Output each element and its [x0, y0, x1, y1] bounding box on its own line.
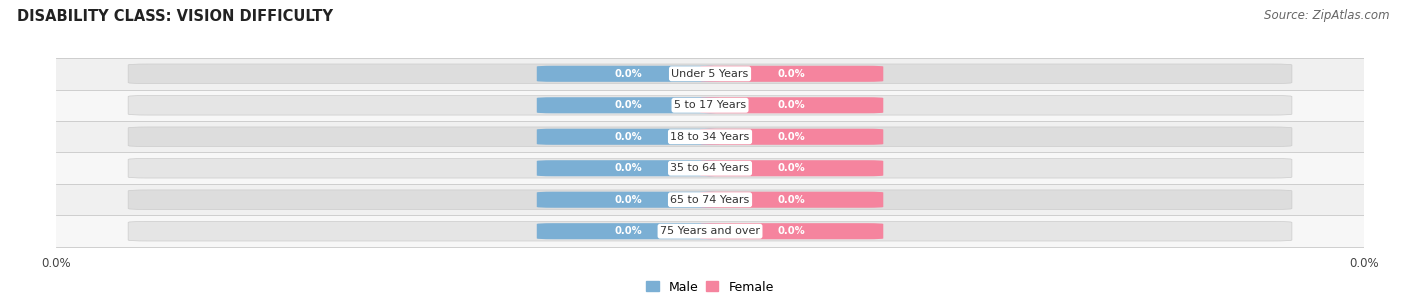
Bar — [56, 58, 1364, 90]
FancyBboxPatch shape — [700, 192, 883, 208]
FancyBboxPatch shape — [128, 221, 1292, 241]
FancyBboxPatch shape — [128, 127, 1292, 146]
FancyBboxPatch shape — [537, 129, 720, 145]
Text: 0.0%: 0.0% — [778, 163, 806, 173]
Text: Under 5 Years: Under 5 Years — [672, 69, 748, 79]
Text: 0.0%: 0.0% — [614, 195, 643, 205]
FancyBboxPatch shape — [128, 190, 1292, 210]
Text: 0.0%: 0.0% — [778, 195, 806, 205]
Text: 0.0%: 0.0% — [614, 226, 643, 236]
FancyBboxPatch shape — [128, 64, 1292, 84]
FancyBboxPatch shape — [537, 223, 720, 239]
Text: 0.0%: 0.0% — [778, 226, 806, 236]
Bar — [56, 121, 1364, 152]
FancyBboxPatch shape — [537, 160, 720, 176]
FancyBboxPatch shape — [700, 97, 883, 113]
Text: 65 to 74 Years: 65 to 74 Years — [671, 195, 749, 205]
FancyBboxPatch shape — [700, 223, 883, 239]
FancyBboxPatch shape — [700, 66, 883, 82]
FancyBboxPatch shape — [700, 160, 883, 176]
FancyBboxPatch shape — [700, 129, 883, 145]
Text: 0.0%: 0.0% — [778, 69, 806, 79]
FancyBboxPatch shape — [537, 192, 720, 208]
Legend: Male, Female: Male, Female — [641, 275, 779, 299]
Text: 0.0%: 0.0% — [614, 132, 643, 142]
Text: 35 to 64 Years: 35 to 64 Years — [671, 163, 749, 173]
Text: 75 Years and over: 75 Years and over — [659, 226, 761, 236]
Bar — [56, 152, 1364, 184]
Text: 0.0%: 0.0% — [614, 69, 643, 79]
FancyBboxPatch shape — [537, 66, 720, 82]
Text: 18 to 34 Years: 18 to 34 Years — [671, 132, 749, 142]
Text: 0.0%: 0.0% — [778, 132, 806, 142]
FancyBboxPatch shape — [537, 97, 720, 113]
Bar — [56, 184, 1364, 215]
Text: 5 to 17 Years: 5 to 17 Years — [673, 100, 747, 110]
Text: DISABILITY CLASS: VISION DIFFICULTY: DISABILITY CLASS: VISION DIFFICULTY — [17, 9, 333, 24]
Bar — [56, 215, 1364, 247]
Text: 0.0%: 0.0% — [614, 100, 643, 110]
Text: Source: ZipAtlas.com: Source: ZipAtlas.com — [1264, 9, 1389, 22]
Text: 0.0%: 0.0% — [614, 163, 643, 173]
Text: 0.0%: 0.0% — [778, 100, 806, 110]
FancyBboxPatch shape — [128, 95, 1292, 115]
FancyBboxPatch shape — [128, 159, 1292, 178]
Bar — [56, 90, 1364, 121]
